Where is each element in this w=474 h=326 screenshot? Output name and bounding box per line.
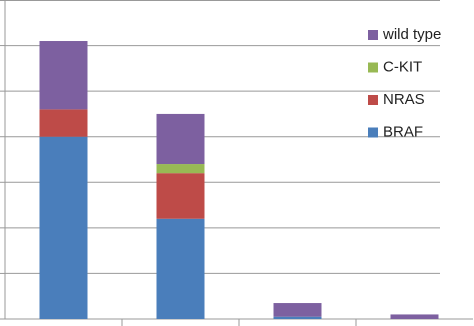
bar-segment: [156, 173, 205, 219]
bar-segment: [39, 41, 88, 110]
legend-label: wild type: [382, 26, 441, 43]
bar-segment: [156, 164, 205, 174]
legend-swatch: [368, 95, 378, 105]
bar-segment: [39, 109, 88, 137]
bar-segment: [390, 314, 439, 319]
bar-segment: [156, 218, 205, 319]
bar-segment: [273, 303, 322, 317]
legend-swatch: [368, 127, 378, 138]
bar-segment: [39, 136, 88, 319]
legend-swatch: [368, 30, 378, 40]
bar-segment: [273, 316, 322, 319]
legend-label: C-KIT: [383, 58, 422, 75]
legend-label: BRAF: [383, 123, 423, 140]
legend-swatch: [368, 62, 378, 73]
legend-label: NRAS: [383, 91, 425, 108]
bar-segment: [156, 113, 205, 165]
